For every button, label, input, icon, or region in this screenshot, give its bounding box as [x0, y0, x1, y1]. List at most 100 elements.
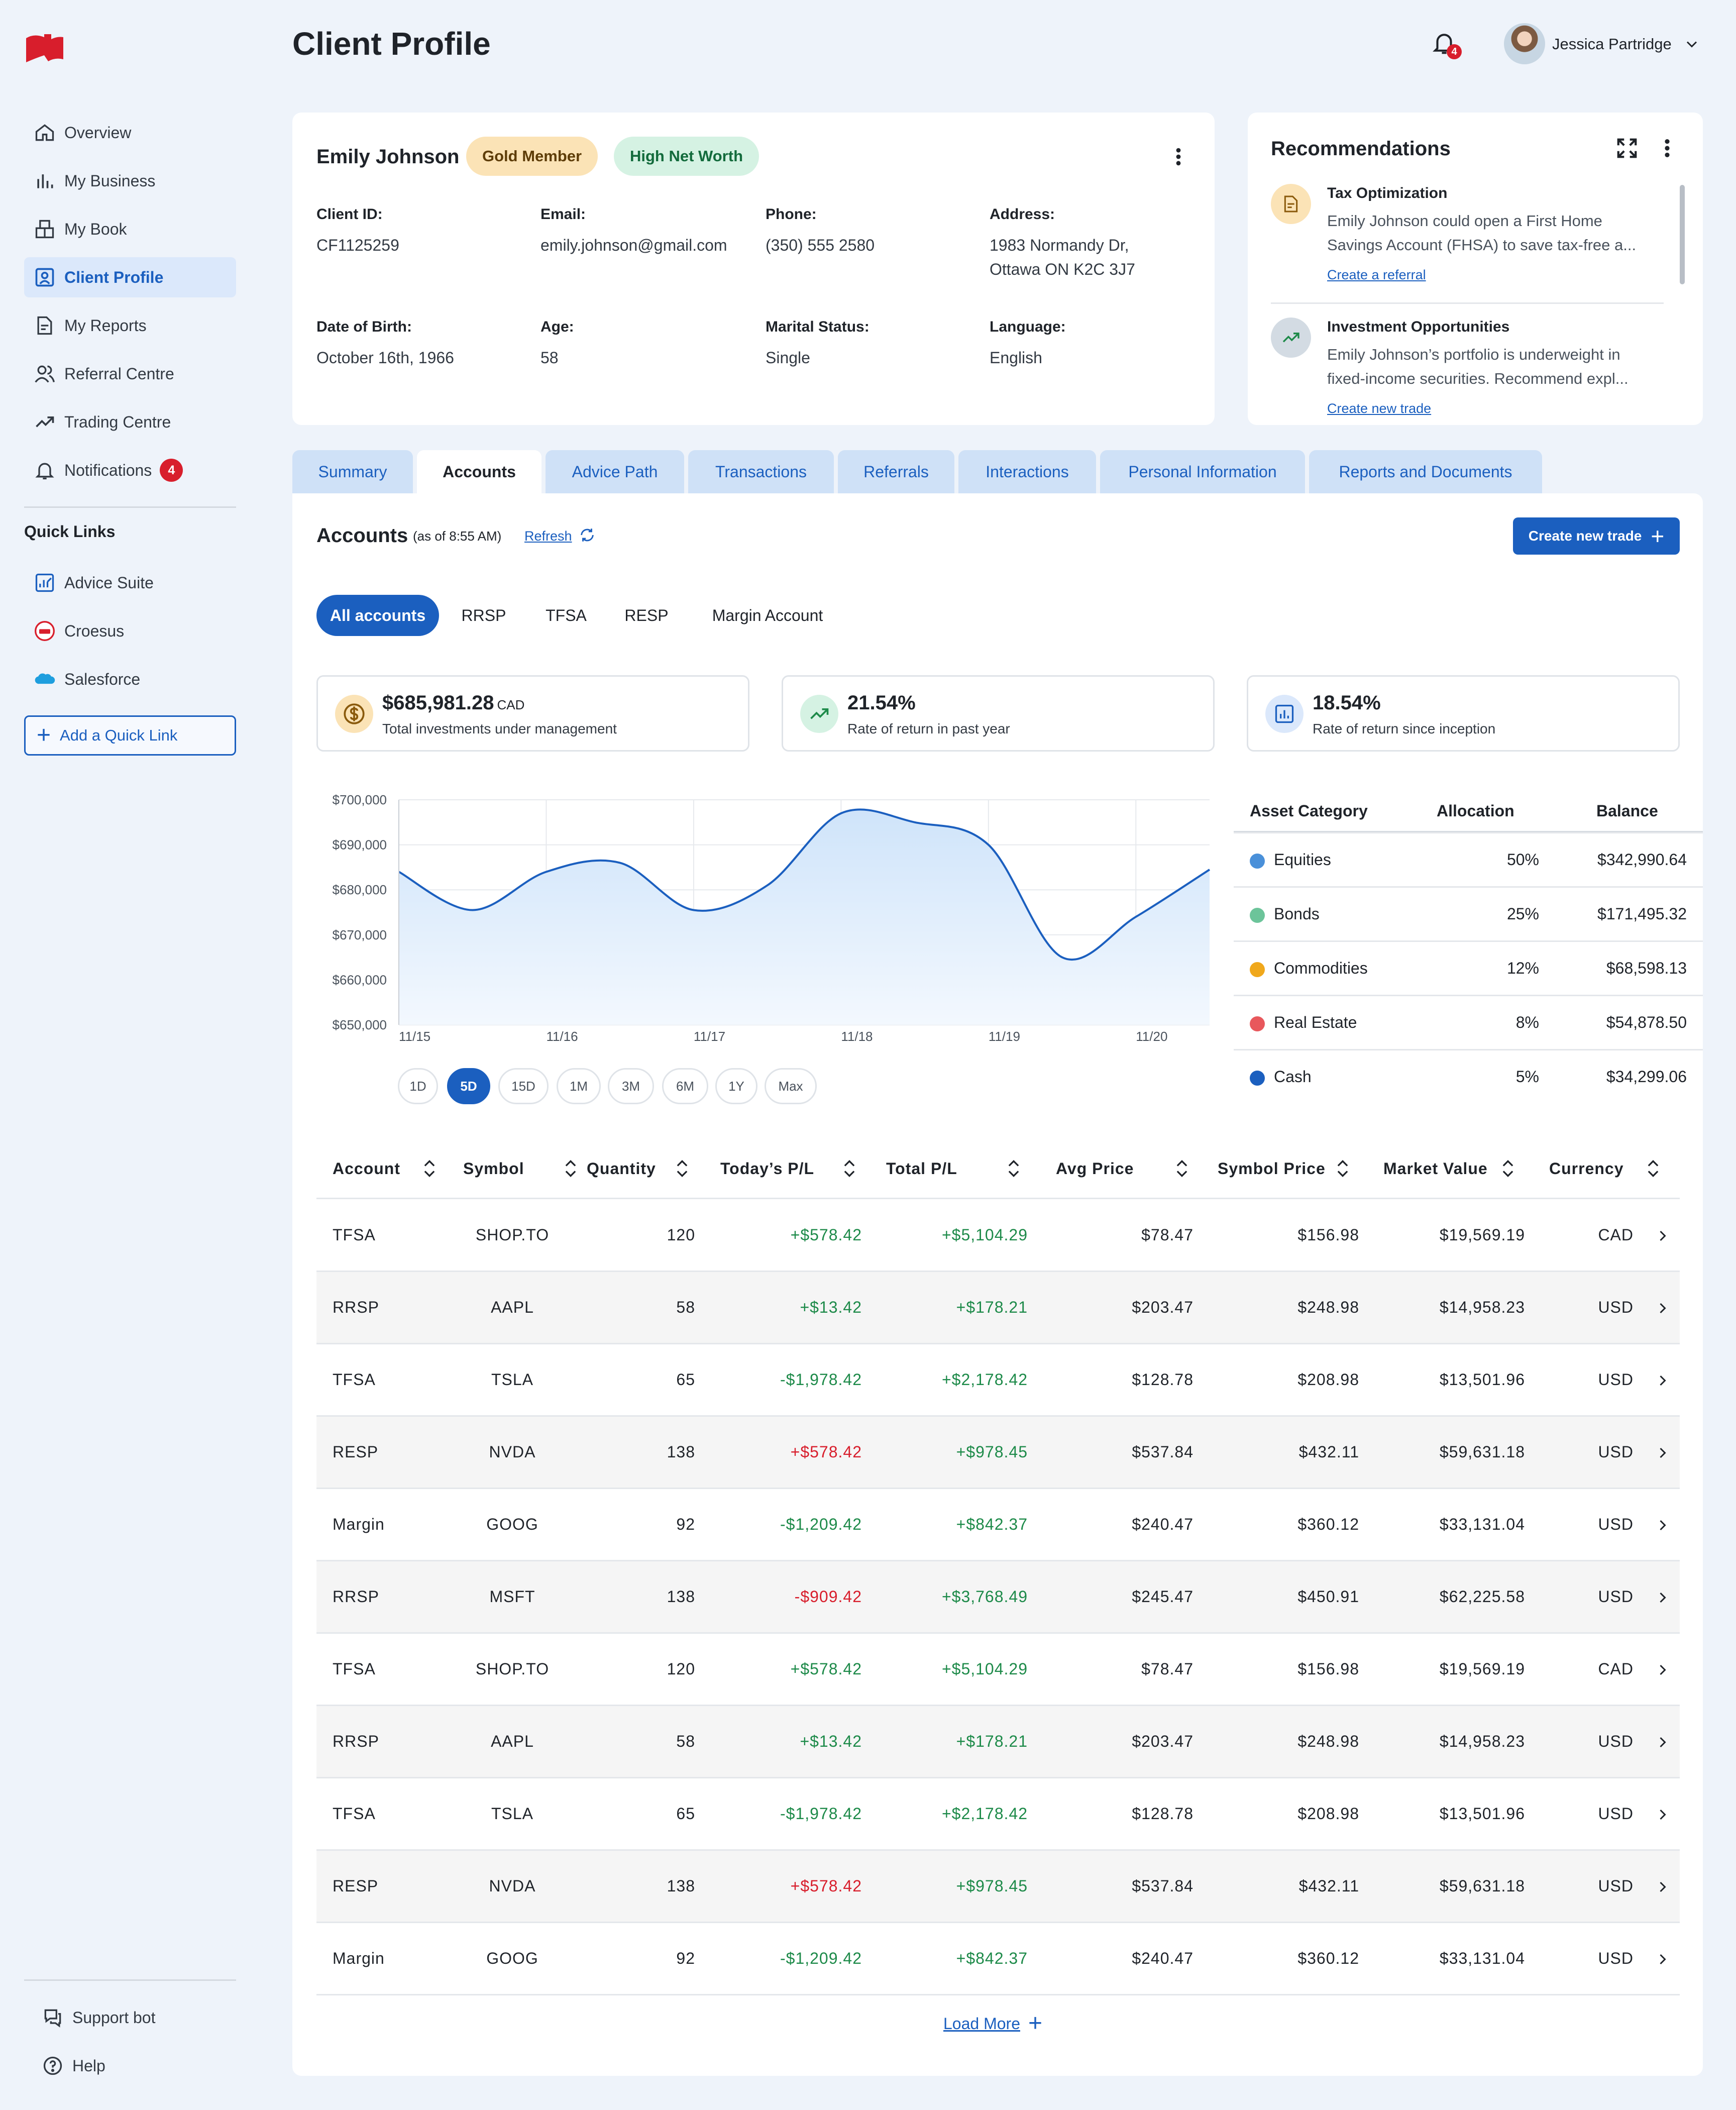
table-row[interactable]: TFSA SHOP.TO 120 +$578.42 +$5,104.29 $78.47 $1…	[316, 1200, 1680, 1272]
range-1d[interactable]: 1D	[398, 1068, 438, 1104]
chevron-right-icon[interactable]	[1656, 1878, 1670, 1896]
chevron-right-icon[interactable]	[1656, 1589, 1670, 1607]
col-currency[interactable]: Currency	[1549, 1157, 1661, 1180]
cell-total-pl: +$178.21	[956, 1298, 1028, 1316]
chevron-right-icon[interactable]	[1656, 1950, 1670, 1968]
create-new-trade-button[interactable]: Create new trade +	[1513, 517, 1680, 555]
dollar-icon	[335, 695, 373, 733]
col-market-value[interactable]: Market Value	[1383, 1157, 1516, 1180]
col-todays-pl[interactable]: Today’s P/L	[720, 1157, 857, 1180]
range-6m[interactable]: 6M	[662, 1068, 708, 1104]
chevron-right-icon[interactable]	[1656, 1227, 1670, 1245]
chevron-right-icon[interactable]	[1656, 1661, 1670, 1679]
chevron-right-icon[interactable]	[1656, 1372, 1670, 1390]
range-1y[interactable]: 1Y	[715, 1068, 757, 1104]
asset-color-dot	[1250, 1071, 1265, 1086]
tab-interactions[interactable]: Interactions	[958, 450, 1096, 493]
chevron-right-icon[interactable]	[1656, 1516, 1670, 1534]
x-tick-label: 11/18	[841, 1029, 873, 1044]
more-vertical-icon[interactable]	[1169, 146, 1187, 168]
chevron-right-icon[interactable]	[1656, 1733, 1670, 1751]
tab-referrals[interactable]: Referrals	[838, 450, 954, 493]
sidebar-item-my-business[interactable]: My Business	[24, 161, 236, 201]
chevron-right-icon[interactable]	[1656, 1806, 1670, 1824]
asset-color-dot	[1250, 854, 1265, 869]
cell-currency: USD	[1598, 1949, 1634, 1967]
range-max[interactable]: Max	[765, 1068, 817, 1104]
range-15d[interactable]: 15D	[498, 1068, 549, 1104]
cell-total-pl: +$2,178.42	[941, 1805, 1028, 1823]
chevron-right-icon[interactable]	[1656, 1444, 1670, 1462]
table-row[interactable]: RESP NVDA 138 +$578.42 +$978.45 $537.84 $432.1…	[316, 1851, 1680, 1923]
table-row[interactable]: TFSA SHOP.TO 120 +$578.42 +$5,104.29 $78.47 $1…	[316, 1634, 1680, 1706]
filter-rrsp[interactable]: RRSP	[461, 606, 506, 624]
refresh-link[interactable]: Refresh	[524, 529, 572, 544]
range-3m[interactable]: 3M	[608, 1068, 654, 1104]
field-label: Marital Status:	[766, 319, 870, 335]
avatar[interactable]	[1504, 23, 1545, 64]
table-row[interactable]: RRSP MSFT 138 -$909.42 +$3,768.49 $245.47 $450…	[316, 1561, 1680, 1634]
header-notifications-button[interactable]: 4	[1431, 29, 1463, 61]
col-quantity[interactable]: Quantity	[587, 1157, 690, 1180]
tab-advice-path[interactable]: Advice Path	[546, 450, 684, 493]
chevron-right-icon[interactable]	[1656, 1299, 1670, 1317]
table-row[interactable]: TFSA TSLA 65 -$1,978.42 +$2,178.42 $128.78 $20…	[316, 1778, 1680, 1851]
recommendations-scrollbar[interactable]	[1680, 185, 1685, 284]
marital-status-value: Single	[766, 349, 810, 367]
filter-resp[interactable]: RESP	[624, 606, 669, 624]
trend-up-icon	[800, 695, 838, 733]
table-row[interactable]: TFSA TSLA 65 -$1,978.42 +$2,178.42 $128.78 $20…	[316, 1344, 1680, 1417]
table-row[interactable]: RRSP AAPL 58 +$13.42 +$178.21 $203.47 $248.98 $…	[316, 1272, 1680, 1344]
col-total-pl[interactable]: Total P/L	[886, 1157, 1022, 1180]
sidebar-item-my-reports[interactable]: My Reports	[24, 305, 236, 346]
tab-reports-and-documents[interactable]: Reports and Documents	[1309, 450, 1542, 493]
sidebar-item-referral-centre[interactable]: Referral Centre	[24, 354, 236, 394]
sidebar-item-notifications[interactable]: Notifications 4	[24, 450, 236, 490]
create-new-trade-link[interactable]: Create new trade	[1327, 401, 1432, 416]
refresh-icon[interactable]	[579, 526, 596, 544]
col-symbol[interactable]: Symbol	[463, 1157, 579, 1180]
table-row[interactable]: Margin GOOG 92 -$1,209.42 +$842.37 $240.47 $36…	[316, 1923, 1680, 1995]
sidebar-item-overview[interactable]: Overview	[24, 113, 236, 153]
expand-icon[interactable]	[1615, 137, 1639, 160]
quick-link-salesforce[interactable]: Salesforce	[24, 659, 236, 699]
chevron-down-icon[interactable]	[1683, 35, 1701, 53]
sidebar-item-trading-centre[interactable]: Trading Centre	[24, 402, 236, 442]
col-label: Currency	[1549, 1159, 1624, 1178]
add-quick-link-button[interactable]: + Add a Quick Link	[24, 715, 236, 756]
filter-all-accounts[interactable]: All accounts	[316, 595, 439, 636]
tab-summary[interactable]: Summary	[292, 450, 413, 493]
tab-transactions[interactable]: Transactions	[688, 450, 834, 493]
asset-color-dot	[1250, 1016, 1265, 1031]
report-icon	[33, 314, 56, 337]
col-avg-price[interactable]: Avg Price	[1056, 1157, 1190, 1180]
tab-accounts[interactable]: Accounts	[417, 450, 541, 493]
table-row[interactable]: Margin GOOG 92 -$1,209.42 +$842.37 $240.47 $36…	[316, 1489, 1680, 1561]
quick-link-advice-suite[interactable]: Advice Suite	[24, 563, 236, 603]
cell-avg-price: $240.47	[1132, 1949, 1194, 1967]
more-vertical-icon[interactable]	[1660, 137, 1675, 160]
cell-quantity: 120	[667, 1226, 695, 1244]
x-tick-label: 11/17	[694, 1029, 725, 1044]
col-symbol-price[interactable]: Symbol Price	[1218, 1157, 1351, 1180]
help-link[interactable]: Help	[32, 2046, 244, 2086]
load-more-button[interactable]: Load More +	[943, 2012, 1042, 2036]
col-account[interactable]: Account	[333, 1157, 438, 1180]
quick-link-croesus[interactable]: Croesus	[24, 611, 236, 651]
sidebar-item-client-profile[interactable]: Client Profile	[24, 257, 236, 297]
phone-value: (350) 555 2580	[766, 236, 875, 254]
chat-icon	[41, 2006, 64, 2029]
brand-logo-icon[interactable]	[24, 32, 65, 64]
sidebar-item-my-book[interactable]: My Book	[24, 209, 236, 249]
range-5d[interactable]: 5D	[447, 1068, 490, 1104]
filter-margin-account[interactable]: Margin Account	[712, 606, 823, 624]
table-row[interactable]: RRSP AAPL 58 +$13.42 +$178.21 $203.47 $248.98 $…	[316, 1706, 1680, 1778]
support-bot-link[interactable]: Support bot	[32, 1997, 244, 2038]
table-row[interactable]: RESP NVDA 138 +$578.42 +$978.45 $537.84 $432.1…	[316, 1417, 1680, 1489]
create-referral-link[interactable]: Create a referral	[1327, 267, 1426, 282]
tab-personal-information[interactable]: Personal Information	[1100, 450, 1305, 493]
filter-tfsa[interactable]: TFSA	[546, 606, 587, 624]
rec-divider	[1271, 302, 1664, 304]
user-name[interactable]: Jessica Partridge	[1552, 35, 1672, 53]
range-1m[interactable]: 1M	[557, 1068, 601, 1104]
